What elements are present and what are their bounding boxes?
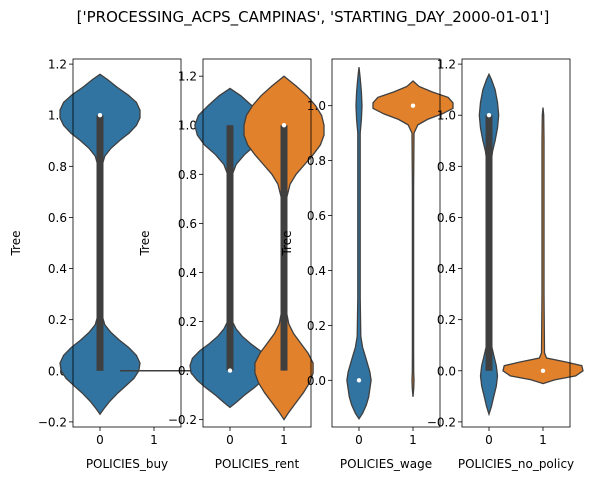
violin-median-1 xyxy=(410,103,416,108)
ytick-label: 0.2 xyxy=(48,313,67,327)
subplot-3: 0.0 0.2 0.4 0.6 0.8 1.0 0 1 POLICIES_wage Tree xyxy=(280,58,454,471)
xtick-label: 0 xyxy=(226,433,234,447)
ytick-label: −0.2 xyxy=(168,413,197,427)
ytick-label: 0.8 xyxy=(178,168,197,182)
y-axis-label: Tree xyxy=(138,230,152,256)
violin-box-1 xyxy=(280,125,288,371)
xtick-label: 1 xyxy=(409,433,417,447)
ytick-label: −0.2 xyxy=(427,415,456,429)
xtick-label: 0 xyxy=(355,433,363,447)
ytick-label: 0.6 xyxy=(437,211,456,225)
ytick-label: 1.2 xyxy=(178,70,197,84)
ytick-label: 1.2 xyxy=(48,58,67,72)
violin-body-1 xyxy=(502,107,584,385)
x-axis-label: POLICIES_rent xyxy=(215,457,300,471)
axes-frame xyxy=(72,58,182,428)
x-axis-label: POLICIES_no_policy xyxy=(458,457,574,471)
violin-median-1 xyxy=(281,123,287,128)
x-axis-label: POLICIES_wage xyxy=(340,457,432,471)
xtick-label: 1 xyxy=(150,433,158,447)
violin-median-0 xyxy=(97,113,103,118)
ytick-label: 0.4 xyxy=(178,266,197,280)
ytick-label: 0.0 xyxy=(437,364,456,378)
ytick-label: 0.2 xyxy=(307,319,326,333)
violin-box-0 xyxy=(96,115,104,371)
ytick-label: 0.2 xyxy=(437,313,456,327)
ytick-label: 0.8 xyxy=(48,160,67,174)
ytick-label: 1.0 xyxy=(437,109,456,123)
violin-box-0 xyxy=(485,115,493,371)
ytick-label: 0.4 xyxy=(307,264,326,278)
violin-median-0 xyxy=(486,113,492,118)
ytick-label: 0.6 xyxy=(307,209,326,223)
xtick-label: 1 xyxy=(280,433,288,447)
violin-median-1 xyxy=(540,368,546,373)
ytick-label: 0.8 xyxy=(437,160,456,174)
violin-median-0 xyxy=(356,378,362,383)
xtick-label: 1 xyxy=(539,433,547,447)
axes-frame xyxy=(202,58,312,428)
ytick-label: 0.2 xyxy=(178,315,197,329)
violin-body-0 xyxy=(346,67,372,420)
ytick-label: 0.0 xyxy=(307,374,326,388)
ytick-label: 0.4 xyxy=(437,262,456,276)
ytick-label: −0.2 xyxy=(38,415,67,429)
subplot-1: −0.20.00.20.40.60.81.01.20 1POLICIES_buyT… xyxy=(9,58,202,471)
ytick-label: 1.0 xyxy=(178,119,197,133)
x-axis-label: POLICIES_buy xyxy=(86,457,168,471)
ytick-label: 0.4 xyxy=(48,262,67,276)
subplot-2: −0.2 0.0 0.2 0.4 0.6 0.8 1.0 1.2 0 1 POLICIES_rent… xyxy=(138,58,325,471)
xtick-label: 0 xyxy=(96,433,104,447)
ytick-label: 1.0 xyxy=(307,99,326,113)
axes-frame xyxy=(331,58,441,428)
figure-suptitle: ['PROCESSING_ACPS_CAMPINAS', 'STARTING_D… xyxy=(77,8,550,27)
axes-frame xyxy=(461,58,571,428)
ytick-label: 0.8 xyxy=(307,154,326,168)
violin-body-1 xyxy=(372,80,454,397)
violin-median-0 xyxy=(227,368,233,373)
xtick-label: 0 xyxy=(485,433,493,447)
violin-box-0 xyxy=(226,125,234,371)
ytick-label: 0.6 xyxy=(48,211,67,225)
ytick-label: 0.6 xyxy=(178,217,197,231)
y-axis-label: Tree xyxy=(280,230,294,256)
ytick-label: 1.2 xyxy=(437,58,456,72)
y-axis-label: Tree xyxy=(9,230,23,256)
subplot-4: −0.2 0.0 0.2 0.4 0.6 0.8 1.0 1.2 0 1 POLICIES_no_p… xyxy=(427,58,584,471)
